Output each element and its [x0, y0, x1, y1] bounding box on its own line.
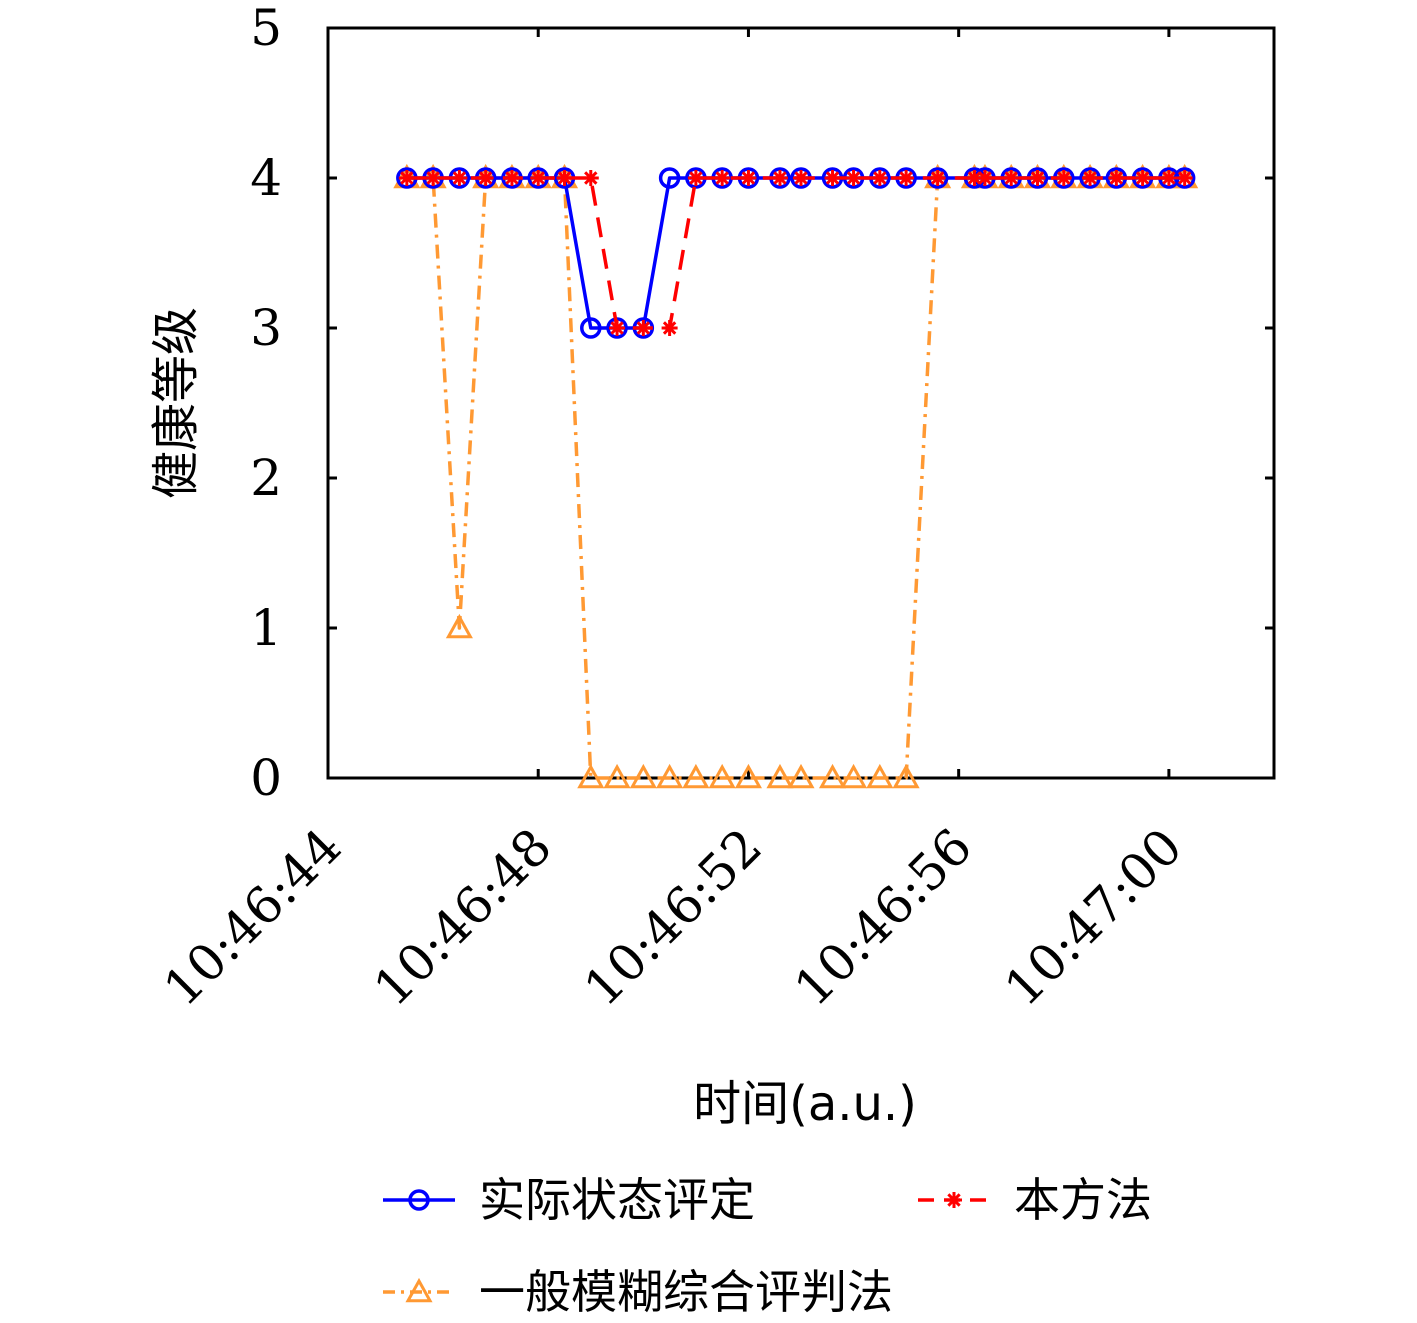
data-point: [661, 320, 678, 336]
data-point: [582, 170, 599, 186]
data-point: [787, 763, 815, 789]
legend-label: 实际状态评定: [479, 1173, 755, 1227]
data-point: [740, 170, 757, 186]
data-point: [445, 613, 473, 639]
data-point: [845, 170, 862, 186]
legend-item: 本方法: [918, 1173, 1152, 1227]
data-point: [1029, 170, 1046, 186]
data-point: [871, 170, 888, 186]
data-point: [503, 170, 520, 186]
data-point: [1160, 170, 1177, 186]
data-point: [580, 317, 602, 339]
x-tick-label: 10:46:52: [573, 817, 773, 1017]
data-point: [1108, 170, 1125, 186]
data-point: [898, 170, 915, 186]
data-point: [425, 170, 442, 186]
data-point: [866, 763, 894, 789]
data-point: [1176, 170, 1193, 186]
data-point: [840, 763, 868, 789]
data-point: [477, 170, 494, 186]
data-point: [682, 763, 710, 789]
legend-label: 一般模糊综合评判法: [479, 1265, 893, 1319]
data-point: [1003, 170, 1020, 186]
data-point: [658, 167, 681, 189]
legend-label: 本方法: [1014, 1173, 1152, 1227]
y-tick-label: 0: [250, 749, 282, 807]
data-point: [766, 763, 794, 789]
legend-swatch-marker: [946, 1192, 962, 1208]
y-tick-label: 3: [250, 299, 282, 357]
y-axis-label: 健康等级: [148, 307, 204, 499]
data-point: [966, 170, 983, 186]
legend-swatch-marker: [408, 1189, 430, 1211]
data-point: [451, 170, 468, 186]
y-tick-labels: 0 1 2 3 4 5: [250, 0, 282, 807]
data-point: [892, 763, 920, 789]
data-point: [708, 763, 736, 789]
data-point: [577, 763, 605, 789]
y-tick-label: 5: [250, 0, 282, 57]
data-point: [734, 763, 762, 789]
data-point: [818, 763, 847, 789]
x-tick-label: 10:47:00: [994, 817, 1194, 1017]
legend-swatch-marker: [405, 1277, 433, 1303]
data-point: [687, 170, 704, 186]
data-point: [556, 170, 573, 186]
series-1: [398, 170, 1193, 336]
data-point: [1055, 170, 1072, 186]
data-point: [976, 170, 993, 186]
data-point: [609, 320, 626, 336]
x-tick-label: 10:46:56: [783, 817, 983, 1017]
data-point: [771, 170, 788, 186]
plot-area-frame: [326, 26, 1276, 780]
x-tick-label: 10:46:44: [153, 817, 353, 1017]
data-point: [656, 763, 684, 789]
data-point: [1134, 170, 1151, 186]
series-layer: [393, 163, 1199, 789]
legend-item: 一般模糊综合评判法: [383, 1265, 893, 1319]
data-point: [793, 170, 809, 186]
data-point: [929, 170, 946, 186]
x-tick-labels: 10:46:44 10:46:48 10:46:52 10:46:56 10:47:00: [153, 817, 1194, 1017]
y-tick-label: 4: [250, 149, 282, 207]
data-point: [824, 170, 841, 186]
legend-item: 实际状态评定: [383, 1173, 755, 1227]
data-point: [1082, 170, 1099, 186]
axis-ticks: [326, 26, 1274, 780]
y-tick-label: 1: [250, 599, 282, 657]
x-tick-label: 10:46:48: [363, 817, 563, 1017]
data-point: [530, 170, 547, 186]
data-point: [635, 320, 652, 336]
data-point: [629, 763, 657, 789]
data-point: [714, 170, 731, 186]
y-tick-label: 2: [250, 449, 282, 507]
x-axis-label: 时间(a.u.): [693, 1076, 917, 1132]
data-point: [603, 763, 631, 789]
data-point: [398, 170, 415, 186]
